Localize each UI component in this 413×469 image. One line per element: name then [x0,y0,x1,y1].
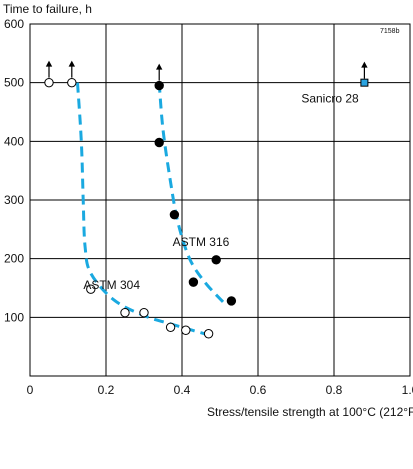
runout-arrow-head [156,63,163,70]
chart-title: Time to failure, h [3,2,92,16]
trend-curve-astm-304 [76,82,210,337]
data-point-astm-304 [165,322,176,333]
data-point-astm-304 [86,284,96,294]
x-tick-label: 1.0 [402,383,413,397]
x-tick-label: 0.6 [250,383,267,397]
data-point-astm-304 [120,307,130,318]
y-tick-label: 500 [4,76,24,90]
data-point-astm-316 [226,296,237,306]
data-point-astm-316 [154,80,164,91]
data-point-astm-316 [169,209,180,220]
curve-layer [76,82,225,337]
data-point-astm-304 [203,329,214,339]
runout-arrow-head [68,60,75,67]
grid-layer [29,23,411,377]
trend-curve-astm-316 [157,82,225,304]
x-tick-label: 0.8 [326,383,343,397]
data-point-astm-304 [139,307,149,318]
data-point-astm-316 [188,277,199,287]
y-tick-label: 600 [4,17,24,31]
y-tick-label: 100 [4,310,24,324]
label-layer: 0 0.2 0.4 0.6 0.8 1.0 100 200 300 400 500 600 ASTM 3… [4,17,413,397]
x-axis-label: Stress/tensile strength at 100°C (212°F) [207,405,413,419]
y-tick-label: 200 [4,252,24,266]
y-tick-label: 300 [4,193,24,207]
series-label-astm-316: ASTM 316 [173,235,230,249]
data-point-astm-316 [154,137,164,148]
figure-code: 7158b [380,28,400,35]
x-tick-label: 0 [27,383,34,397]
data-point-astm-304 [181,325,191,335]
data-point-sanicro-28 [360,78,369,87]
y-tick-label: 400 [4,134,24,148]
x-tick-label: 0.4 [174,383,191,397]
series-label-astm-304: ASTM 304 [83,278,140,292]
data-point-astm-316 [211,255,221,265]
runout-arrow-head [45,60,53,67]
series-label-sanicro-28: Sanicro 28 [301,92,359,106]
point-layer [44,60,369,339]
data-point-astm-304 [44,77,54,88]
x-tick-label: 0.2 [98,383,115,397]
data-point-astm-304 [67,77,77,88]
runout-arrow-head [361,61,368,68]
